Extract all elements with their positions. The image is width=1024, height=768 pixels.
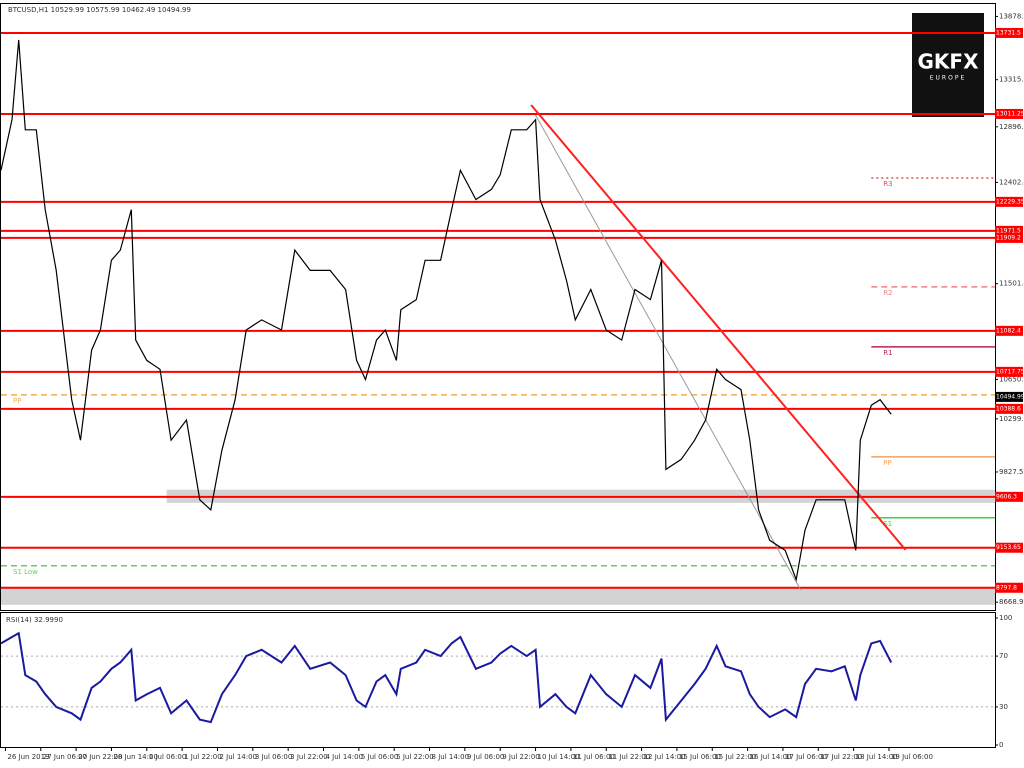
- rsi-frame: [0, 612, 996, 748]
- x-tick-label: 12 Jul 14:00: [644, 753, 686, 761]
- level-label: 11909.2: [996, 234, 1021, 241]
- logo: GKFX EUROPE: [912, 13, 984, 117]
- level-label: 12229.35: [996, 198, 1024, 205]
- y-tick-label: 12402.45: [999, 178, 1024, 186]
- level-label: 11082.4: [996, 327, 1021, 334]
- main-frame: [0, 3, 996, 611]
- y-tick-label: 0: [999, 741, 1003, 749]
- x-tick-label: 26 Jun 2019: [7, 753, 49, 761]
- level-tag: [995, 582, 1023, 593]
- level-label: 9606.3: [996, 493, 1017, 500]
- x-tick-label: 5 Jul 22:00: [396, 753, 434, 761]
- chart-title: BTCUSD,H1 10529.99 10575.99 10462.49 104…: [8, 6, 191, 14]
- level-label: 13011.25: [996, 110, 1024, 117]
- level-label: 9153.65: [996, 544, 1021, 551]
- rsi-title: RSI(14) 32.9990: [6, 616, 63, 624]
- pivot-label: S1 Low: [13, 568, 38, 576]
- x-tick-label: 16 Jul 14:00: [750, 753, 792, 761]
- x-tick-label: 11 Jul 22:00: [608, 753, 650, 761]
- pivot-label: PP: [13, 397, 21, 405]
- pivot-label: PP: [883, 459, 891, 467]
- y-tick-label: 70: [999, 652, 1008, 660]
- level-tag: [995, 232, 1023, 243]
- level-tag: [995, 542, 1023, 553]
- trend-line: [530, 104, 907, 551]
- x-tick-label: 9 Jul 22:00: [502, 753, 540, 761]
- x-tick-label: 15 Jul 22:00: [714, 753, 756, 761]
- rsi-line: [0, 631, 893, 724]
- pivot-label: R2: [883, 289, 892, 297]
- x-tick-label: 4 Jul 14:00: [325, 753, 363, 761]
- logo-sub: EUROPE: [930, 75, 966, 82]
- level-tag: [995, 325, 1023, 336]
- logo-name: GKFX: [918, 50, 980, 74]
- x-tick-label: 1 Jul 22:00: [184, 753, 222, 761]
- x-tick-label: 1 Jul 06:00: [149, 753, 187, 761]
- y-tick-label: 13315.65: [999, 76, 1024, 84]
- x-tick-label: 8 Jul 14:00: [432, 753, 470, 761]
- x-tick-label: 5 Jul 06:00: [361, 753, 399, 761]
- level-tag: [995, 27, 1023, 38]
- x-tick-label: 27 Jun 22:00: [78, 753, 122, 761]
- zone: [1, 587, 995, 605]
- y-tick-label: 30: [999, 703, 1008, 711]
- x-tick-label: 10 Jul 14:00: [538, 753, 580, 761]
- price-line: [0, 39, 892, 582]
- y-tick-label: 10299.85: [999, 415, 1024, 423]
- x-tick-label: 3 Jul 06:00: [255, 753, 293, 761]
- level-tag: [995, 196, 1023, 207]
- y-tick-label: 11501.45: [999, 280, 1024, 288]
- x-tick-label: 18 Jul 14:00: [856, 753, 898, 761]
- x-tick-label: 3 Jul 22:00: [290, 753, 328, 761]
- trend-line: [535, 114, 802, 591]
- x-tick-label: 28 Jun 14:00: [113, 753, 157, 761]
- y-tick-label: 12896.85: [999, 123, 1024, 131]
- pivot-label: R1: [883, 349, 892, 357]
- level-tag: [995, 403, 1023, 414]
- x-tick-label: 19 Jul 06:00: [891, 753, 933, 761]
- level-label: 10388.6: [996, 405, 1021, 412]
- x-tick-label: 11 Jul 06:00: [573, 753, 615, 761]
- level-tag: [995, 225, 1023, 236]
- level-label: 13731.5: [996, 29, 1021, 36]
- pivot-label: S1: [883, 520, 892, 528]
- level-tag: [995, 108, 1023, 119]
- level-tag: [995, 366, 1023, 377]
- level-label: 10717.75: [996, 368, 1024, 375]
- y-tick-label: 8668.95: [999, 598, 1024, 606]
- level-label: 11971.5: [996, 227, 1021, 234]
- last-price-tag: [995, 391, 1023, 402]
- logo-box: [912, 13, 984, 117]
- level-tag: [995, 491, 1023, 502]
- y-tick-label: 100: [999, 614, 1012, 622]
- pivot-label: R3: [883, 180, 892, 188]
- x-tick-label: 27 Jun 06:00: [43, 753, 87, 761]
- x-tick-label: 2 Jul 14:00: [219, 753, 257, 761]
- y-tick-label: 10650.05: [999, 375, 1024, 383]
- last-price-label: 10494.99: [996, 393, 1024, 400]
- level-label: 8797.8: [996, 584, 1017, 591]
- x-tick-label: 9 Jul 06:00: [467, 753, 505, 761]
- y-tick-label: 9827.5: [999, 468, 1024, 476]
- x-tick-label: 17 Jul 22:00: [820, 753, 862, 761]
- x-tick-label: 17 Jul 06:00: [785, 753, 827, 761]
- y-tick-label: 13878.55: [999, 12, 1024, 20]
- x-tick-label: 15 Jul 06:00: [679, 753, 721, 761]
